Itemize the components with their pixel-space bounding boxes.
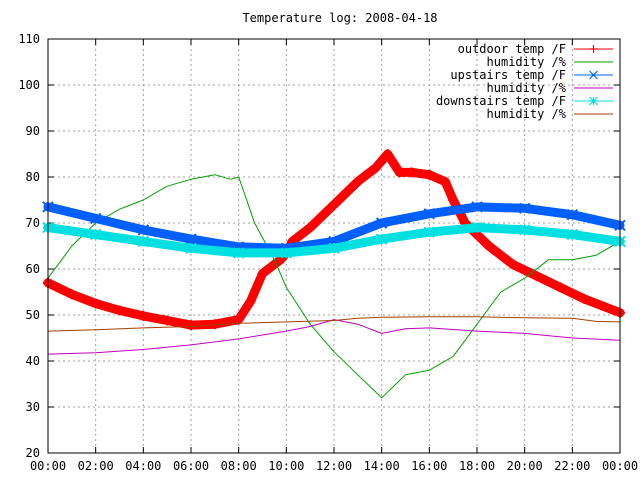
data-point	[66, 289, 77, 300]
data-point	[370, 162, 381, 173]
x-tick-label: 00:00	[602, 459, 638, 473]
data-point	[423, 226, 436, 238]
series-0	[43, 149, 625, 331]
data-point	[232, 247, 245, 259]
y-tick-label: 70	[26, 216, 40, 230]
legend-item: downstairs temp /F	[436, 94, 613, 108]
y-tick-label: 40	[26, 354, 40, 368]
x-tick-label: 22:00	[554, 459, 590, 473]
data-point	[518, 224, 531, 236]
data-point	[566, 209, 579, 221]
x-tick-label: 18:00	[459, 459, 495, 473]
data-point	[375, 217, 388, 229]
x-tick-label: 06:00	[173, 459, 209, 473]
legend-label: humidity /%	[487, 107, 567, 121]
data-point	[90, 298, 101, 309]
legend-label: humidity /%	[487, 55, 567, 69]
chart-title: Temperature log: 2008-04-18	[242, 11, 437, 25]
x-tick-label: 20:00	[507, 459, 543, 473]
data-point	[138, 310, 149, 321]
data-point	[352, 176, 363, 187]
data-point	[518, 202, 531, 214]
series-line	[47, 319, 621, 355]
series-layer	[42, 149, 626, 399]
series-1	[47, 174, 621, 399]
x-tick-label: 08:00	[221, 459, 257, 473]
data-point	[186, 320, 196, 331]
legend-item: humidity /%	[487, 55, 613, 69]
y-tick-label: 20	[26, 446, 40, 460]
x-tick-label: 04:00	[125, 459, 161, 473]
data-point	[162, 315, 173, 326]
x-tick-label: 10:00	[268, 459, 304, 473]
data-point	[137, 235, 150, 248]
series-line	[47, 316, 621, 332]
data-point	[257, 268, 268, 279]
legend-marker	[589, 96, 598, 106]
plot-frame	[47, 38, 621, 454]
series-3	[47, 319, 621, 355]
data-point	[448, 195, 459, 205]
legend-item: humidity /%	[487, 107, 613, 121]
data-point	[507, 259, 518, 270]
data-point	[114, 305, 125, 316]
x-tick-label: 02:00	[78, 459, 114, 473]
x-axis: 00:00 02:00 04:00 06:00 08:00 10:00 12:00 14:00…	[30, 39, 638, 473]
data-point	[483, 241, 494, 251]
data-point	[423, 208, 436, 220]
legend-marker	[589, 70, 598, 80]
y-tick-label: 90	[26, 124, 40, 138]
y-tick-label: 50	[26, 308, 40, 322]
legend-label: upstairs temp /F	[450, 68, 566, 82]
data-point	[382, 149, 393, 159]
data-point	[245, 296, 256, 307]
data-point	[328, 242, 340, 255]
data-point	[185, 242, 197, 255]
series-line	[47, 174, 621, 399]
data-point	[406, 167, 417, 178]
data-point	[531, 270, 542, 281]
legend-label: humidity /%	[487, 81, 567, 95]
data-point	[280, 247, 293, 259]
legend-marker	[589, 45, 598, 53]
legend-label: downstairs temp /F	[436, 94, 566, 108]
x-tick-label: 12:00	[316, 459, 352, 473]
legend-item: outdoor temp /F	[458, 42, 613, 56]
data-point	[579, 293, 590, 304]
data-point	[555, 282, 566, 293]
data-point	[471, 201, 483, 213]
y-tick-label: 60	[26, 262, 40, 276]
x-tick-label: 14:00	[364, 459, 400, 473]
y-tick-label: 80	[26, 170, 40, 184]
legend-item: humidity /%	[487, 81, 613, 95]
data-point	[440, 176, 451, 187]
data-point	[375, 233, 388, 245]
legend-item: upstairs temp /F	[450, 68, 613, 82]
data-point	[424, 169, 435, 180]
data-point	[566, 228, 579, 241]
y-tick-label: 100	[18, 78, 40, 92]
data-point	[137, 224, 150, 236]
series-5	[47, 316, 621, 332]
data-point	[394, 167, 405, 178]
data-point	[471, 221, 483, 234]
data-point	[329, 199, 339, 210]
x-tick-label: 00:00	[30, 459, 66, 473]
series-4	[42, 221, 626, 259]
data-point	[185, 233, 197, 245]
data-point	[89, 228, 102, 241]
x-tick-label: 16:00	[411, 459, 447, 473]
data-point	[305, 222, 316, 233]
y-axis: 20 30 40 50 60 70 80 90 100 110	[18, 32, 620, 460]
y-tick-label: 30	[26, 400, 40, 414]
legend-label: outdoor temp /F	[458, 42, 566, 56]
data-point	[89, 212, 102, 225]
y-tick-label: 110	[18, 32, 40, 46]
